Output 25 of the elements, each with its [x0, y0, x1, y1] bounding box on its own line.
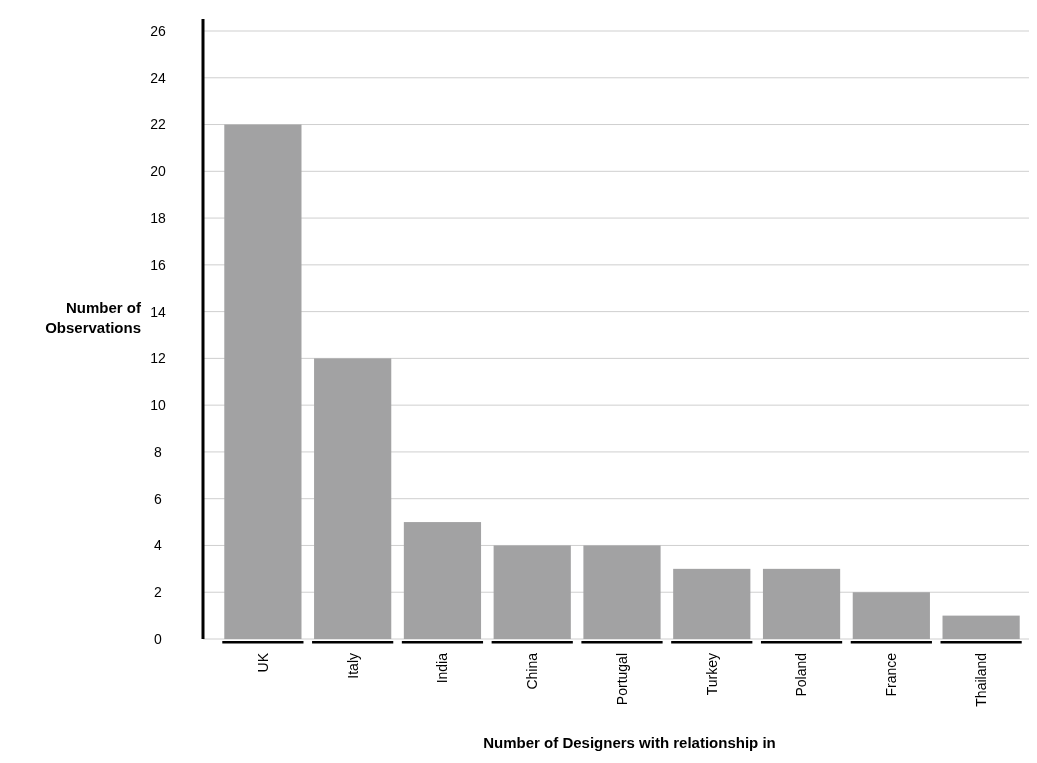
y-tick-label: 12	[150, 350, 166, 367]
x-tick-label: UK	[254, 652, 271, 673]
x-tick-label: France	[883, 652, 900, 697]
x-tick-label: Turkey	[703, 653, 720, 696]
y-tick-label: 24	[150, 69, 166, 86]
x-tick-label: Thailand	[973, 653, 990, 707]
x-tick-label: China	[524, 652, 541, 690]
y-tick-label: 26	[150, 22, 166, 39]
y-tick-label: 22	[150, 116, 166, 133]
y-tick-label: 14	[150, 303, 166, 320]
x-tick-label: Italy	[344, 653, 361, 679]
y-tick-label: 4	[154, 537, 163, 554]
y-tick-label: 20	[150, 163, 166, 180]
x-tick-label: India	[434, 652, 451, 684]
y-axis-title: Number of Observations	[45, 299, 142, 336]
y-tick-label: 10	[150, 397, 166, 414]
x-tick-label: Portugal	[613, 653, 630, 706]
y-tick-label: 2	[154, 584, 163, 601]
x-axis-title: Number of Designers with relationship in	[483, 734, 776, 751]
x-tick-label: Poland	[793, 653, 810, 697]
y-tick-label: 18	[150, 209, 166, 226]
y-tick-label: 8	[154, 443, 163, 460]
y-tick-label: 16	[150, 256, 166, 273]
y-tick-label: 0	[154, 630, 163, 647]
y-tick-label: 6	[154, 490, 163, 507]
